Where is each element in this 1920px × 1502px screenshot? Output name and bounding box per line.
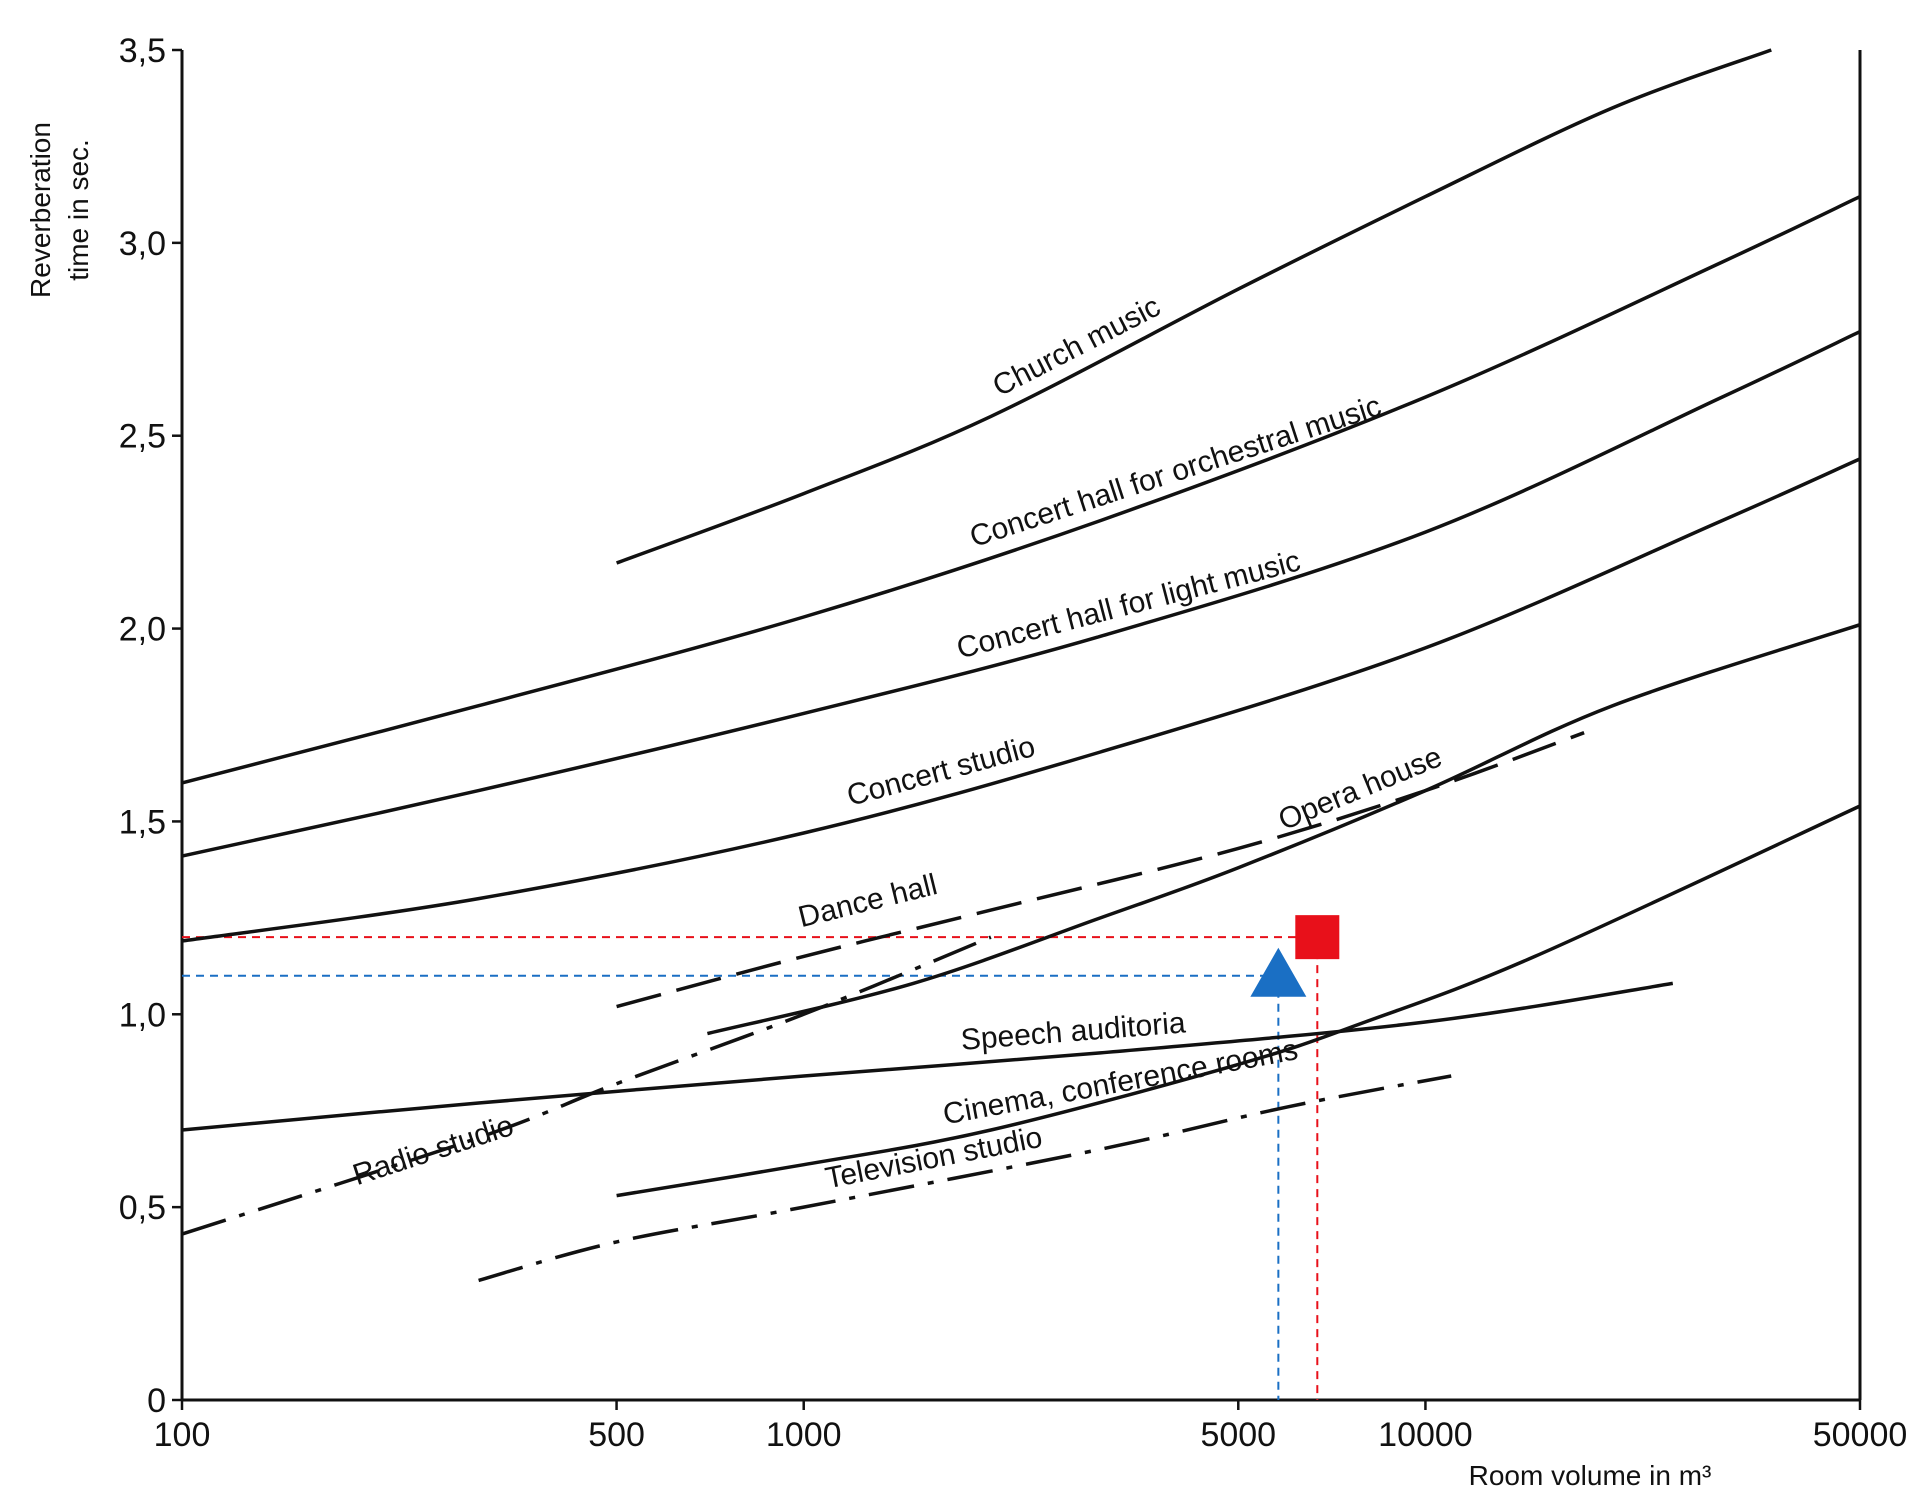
y-axis-title-line-1: Reverberation [25, 122, 56, 298]
markers [1250, 915, 1340, 997]
curve-church-music [615, 48, 1772, 565]
curve-cinema-conference-rooms [616, 804, 1861, 1198]
x-axis-title: Room volume in m³ [1469, 1460, 1712, 1491]
triangle-marker [1250, 947, 1307, 997]
y-tick-label: 2,5 [119, 418, 166, 456]
y-tick-label: 1,0 [119, 996, 166, 1034]
y-tick-label: 3,0 [119, 225, 166, 263]
curve-label-concert-hall-for-light-music: Concert hall for light music [953, 544, 1303, 665]
curve-label-concert-studio: Concert studio [843, 730, 1038, 813]
curve-opera-house [706, 623, 1861, 1036]
square-marker [1295, 915, 1340, 960]
y-axis-title: Reverberation time in sec. [25, 122, 94, 298]
x-tick-label: 50000 [1813, 1416, 1908, 1454]
axes [180, 50, 1862, 1402]
x-tick-label: 1000 [766, 1416, 842, 1454]
ticks: 0 0,5 1,0 1,5 2,0 2,5 3,0 3,5 100 500 1000 5000 1000… [119, 32, 1908, 1454]
curve-concert-studio [181, 457, 1861, 943]
curve-label-radio-studio: Radio studio [349, 1109, 518, 1192]
y-tick-label: 3,5 [119, 32, 166, 70]
curve-label-concert-hall-for-orchestral-music: Concert hall for orchestral music [966, 390, 1385, 554]
curve-concert-hall-for-light-music [181, 330, 1861, 858]
x-tick-label: 100 [154, 1416, 211, 1454]
curve-label-opera-house: Opera house [1274, 740, 1447, 837]
curve-radio-studio [181, 935, 992, 1236]
guide-lines [182, 936, 1319, 1400]
curve-television-studio [478, 1074, 1452, 1283]
curve-speech-auditoria [181, 981, 1674, 1132]
y-tick-label: 1,5 [119, 803, 166, 841]
y-axis-title-line-2: time in sec. [63, 139, 94, 281]
curve-label-dance-hall: Dance hall [795, 868, 941, 934]
x-tick-label: 10000 [1378, 1416, 1473, 1454]
y-tick-label: 0,5 [119, 1189, 166, 1227]
x-tick-label: 5000 [1200, 1416, 1276, 1454]
curve-dance-hall [616, 731, 1585, 1009]
curve-label-television-studio: Television studio [823, 1121, 1045, 1196]
curve-concert-hall-for-orchestral-music [181, 195, 1861, 785]
curves [181, 48, 1861, 1283]
curve-label-church-music: Church music [988, 290, 1166, 403]
y-tick-label: 2,0 [119, 611, 166, 649]
y-tick-label: 0 [147, 1382, 166, 1420]
x-tick-label: 500 [588, 1416, 645, 1454]
